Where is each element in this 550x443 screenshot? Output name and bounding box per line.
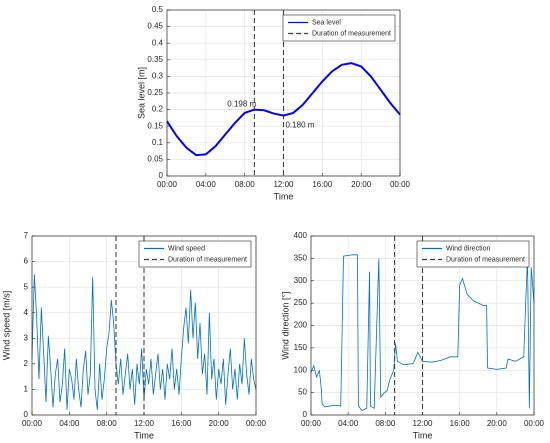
y-tick-label: 0: [159, 171, 164, 180]
y-tick-label: 0.05: [147, 155, 163, 164]
x-tick-label: 00:00: [22, 419, 43, 428]
y-tick-label: 2: [24, 359, 29, 368]
axes-box: [310, 235, 535, 416]
x-tick-label: 00:00: [390, 180, 411, 189]
legend-box: [282, 14, 396, 42]
y-tick-label: 400: [294, 231, 308, 240]
y-tick-label: 3: [24, 333, 29, 342]
legend-label: Duration of measurement: [312, 30, 391, 37]
y-tick-label: 0.35: [147, 55, 163, 64]
x-tick-label: 12:00: [273, 180, 294, 189]
x-tick-label: 08:00: [235, 180, 256, 189]
subplot: 00:00 04:00 08:00 12:00 16:00 20:00 00:0000.05…: [136, 5, 410, 201]
y-axis-label: Wind direction [°]: [280, 291, 290, 359]
y-tick-label: 0: [303, 410, 308, 419]
x-tick-label: 08:00: [375, 419, 396, 428]
x-tick-label: 00:00: [524, 419, 545, 428]
x-axis-label: Time: [134, 430, 154, 440]
x-tick-label: 04:00: [196, 180, 217, 189]
subplot: 00:00 04:00 08:00 12:00 16:00 20:00 00:0005010…: [280, 231, 544, 440]
y-axis-label: Sea level [m]: [136, 67, 146, 119]
axes-box: [166, 9, 401, 177]
x-tick-label: 20:00: [487, 419, 508, 428]
x-tick-label: 00:00: [157, 180, 178, 189]
legend-box: [416, 240, 530, 268]
y-axis-label: Wind speed [m/s]: [1, 291, 11, 361]
y-tick-label: 6: [24, 257, 29, 266]
annotation: 0.180 m: [286, 120, 315, 129]
y-tick-label: 7: [24, 231, 29, 240]
x-axis-label: Time: [413, 430, 433, 440]
y-tick-label: 4: [24, 308, 29, 317]
legend-label: Duration of measurement: [446, 256, 525, 263]
x-tick-label: 04:00: [59, 419, 80, 428]
y-tick-label: 100: [294, 365, 308, 374]
y-tick-label: 1: [24, 385, 29, 394]
x-tick-label: 20:00: [351, 180, 372, 189]
y-tick-label: 50: [298, 388, 307, 397]
legend-box: [138, 240, 252, 268]
x-tick-label: 16:00: [312, 180, 333, 189]
y-tick-label: 0.3: [152, 72, 164, 81]
x-tick-label: 12:00: [134, 419, 155, 428]
x-axis-label: Time: [274, 191, 294, 201]
subplot: 00:00 04:00 08:00 12:00 16:00 20:00 00:0001234…: [1, 231, 266, 440]
y-tick-label: 300: [294, 276, 308, 285]
y-tick-label: 0.15: [147, 121, 163, 130]
x-tick-label: 08:00: [97, 419, 118, 428]
legend-label: Wind speed: [168, 245, 205, 252]
x-tick-label: 16:00: [171, 419, 192, 428]
y-tick-label: 0.4: [152, 38, 164, 47]
y-tick-label: 250: [294, 298, 308, 307]
x-tick-label: 12:00: [412, 419, 433, 428]
y-tick-label: 0: [24, 410, 29, 419]
data-line: [310, 254, 535, 412]
legend-label: Duration of measurement: [168, 256, 247, 263]
axes-box: [31, 235, 257, 416]
x-tick-label: 16:00: [450, 419, 471, 428]
annotation: 0.198 m: [227, 99, 256, 108]
y-tick-label: 5: [24, 282, 29, 291]
y-tick-label: 0.25: [147, 88, 163, 97]
x-tick-label: 00:00: [301, 419, 322, 428]
legend-label: Wind direction: [446, 245, 490, 252]
y-tick-label: 0.5: [152, 5, 164, 14]
x-tick-label: 04:00: [338, 419, 359, 428]
y-tick-label: 0.45: [147, 22, 163, 31]
x-tick-label: 20:00: [209, 419, 230, 428]
y-tick-label: 150: [294, 343, 308, 352]
y-tick-label: 200: [294, 321, 308, 330]
y-tick-label: 0.2: [152, 105, 164, 114]
y-tick-label: 350: [294, 253, 308, 262]
y-tick-label: 0.1: [152, 138, 164, 147]
legend-label: Sea level: [312, 19, 341, 26]
x-tick-label: 00:00: [246, 419, 267, 428]
